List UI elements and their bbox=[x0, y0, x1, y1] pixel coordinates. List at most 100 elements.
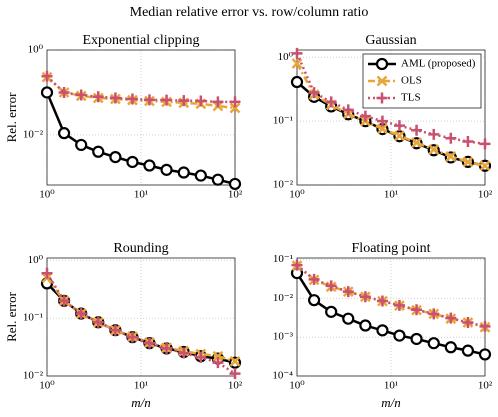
marker bbox=[325, 96, 337, 108]
axes-frame bbox=[46, 49, 236, 186]
marker bbox=[393, 299, 405, 311]
marker bbox=[75, 89, 87, 101]
axes-frame bbox=[296, 257, 486, 377]
x-tick-label: 10⁰ bbox=[39, 380, 55, 392]
x-tick-label: 10⁰ bbox=[289, 189, 305, 201]
marker bbox=[291, 58, 303, 69]
marker bbox=[461, 344, 475, 357]
x-tick-label: 10¹ bbox=[384, 380, 398, 392]
x-axis-label: m/n bbox=[131, 395, 151, 410]
marker bbox=[160, 163, 173, 176]
y-axis-label: Rel. error bbox=[4, 291, 19, 341]
marker bbox=[75, 308, 87, 320]
marker bbox=[308, 87, 320, 99]
marker bbox=[212, 96, 224, 108]
x-tick-label: 10¹ bbox=[134, 380, 148, 392]
marker bbox=[411, 304, 423, 316]
series-line bbox=[46, 75, 235, 104]
marker bbox=[57, 127, 71, 140]
y-tick-label: 10⁻¹ bbox=[273, 253, 293, 265]
marker bbox=[290, 75, 304, 89]
marker bbox=[109, 324, 121, 336]
legend-label: OLS bbox=[401, 75, 422, 87]
y-tick-label: 10⁻² bbox=[23, 370, 44, 382]
marker bbox=[478, 348, 492, 361]
marker bbox=[143, 159, 156, 172]
y-tick-label: 10⁰ bbox=[278, 51, 294, 63]
marker bbox=[212, 350, 224, 362]
marker bbox=[479, 320, 491, 332]
y-tick-label: 10⁻¹ bbox=[273, 115, 293, 127]
y-tick-label: 10⁻² bbox=[273, 179, 294, 191]
x-tick-label: 10⁰ bbox=[39, 189, 55, 201]
marker bbox=[229, 96, 241, 108]
marker bbox=[212, 357, 224, 369]
marker bbox=[291, 259, 303, 271]
marker bbox=[229, 102, 241, 114]
marker bbox=[445, 151, 457, 162]
subplot-title: Exponential clipping bbox=[82, 33, 199, 48]
x-tick-label: 10² bbox=[228, 380, 243, 392]
marker bbox=[462, 135, 474, 147]
figure-title: Median relative error vs. row/column rat… bbox=[130, 5, 369, 20]
marker bbox=[161, 94, 173, 106]
marker bbox=[445, 132, 457, 144]
marker bbox=[359, 110, 371, 122]
y-tick-label: 10⁻⁴ bbox=[272, 370, 293, 382]
marker bbox=[479, 138, 491, 150]
marker bbox=[376, 324, 389, 337]
marker bbox=[411, 137, 422, 149]
series-line bbox=[45, 272, 236, 375]
x-tick-label: 10² bbox=[228, 189, 243, 201]
marker bbox=[211, 173, 225, 186]
marker bbox=[428, 128, 440, 140]
marker bbox=[462, 316, 474, 328]
marker bbox=[41, 267, 53, 279]
marker bbox=[229, 355, 241, 367]
marker bbox=[393, 329, 406, 342]
marker bbox=[195, 351, 207, 363]
marker bbox=[195, 95, 207, 107]
marker bbox=[92, 316, 104, 328]
marker bbox=[92, 91, 104, 103]
marker bbox=[40, 86, 54, 99]
legend-marker bbox=[376, 92, 388, 104]
marker bbox=[228, 177, 242, 191]
marker bbox=[359, 319, 372, 332]
y-tick-label: 10⁻² bbox=[273, 292, 294, 304]
x-tick-label: 10¹ bbox=[384, 189, 398, 201]
y-tick-label: 10⁰ bbox=[28, 254, 44, 266]
marker bbox=[428, 144, 440, 155]
marker bbox=[109, 150, 122, 164]
marker bbox=[342, 312, 355, 325]
marker bbox=[178, 347, 190, 359]
y-tick-label: 10⁻³ bbox=[273, 331, 294, 343]
marker bbox=[325, 280, 337, 292]
marker bbox=[411, 124, 423, 136]
marker bbox=[342, 104, 354, 116]
marker bbox=[410, 332, 423, 346]
marker bbox=[376, 295, 388, 307]
x-tick-label: 10² bbox=[478, 189, 493, 201]
marker bbox=[126, 93, 138, 105]
marker bbox=[307, 294, 321, 307]
series-line bbox=[295, 62, 486, 167]
legend-label: TLS bbox=[401, 92, 421, 104]
marker bbox=[161, 342, 173, 354]
legend-marker bbox=[375, 57, 389, 71]
marker bbox=[126, 331, 138, 343]
plot-area bbox=[297, 258, 485, 376]
marker bbox=[479, 160, 491, 172]
marker bbox=[58, 295, 70, 307]
subplot-title: Floating point bbox=[352, 241, 431, 256]
x-tick-label: 10⁰ bbox=[289, 380, 305, 392]
marker bbox=[308, 273, 320, 285]
marker bbox=[462, 156, 474, 168]
marker bbox=[444, 341, 457, 354]
marker bbox=[229, 368, 241, 380]
marker bbox=[92, 145, 105, 158]
y-tick-label: 10⁰ bbox=[28, 44, 44, 56]
y-tick-label: 10⁻¹ bbox=[23, 312, 43, 324]
